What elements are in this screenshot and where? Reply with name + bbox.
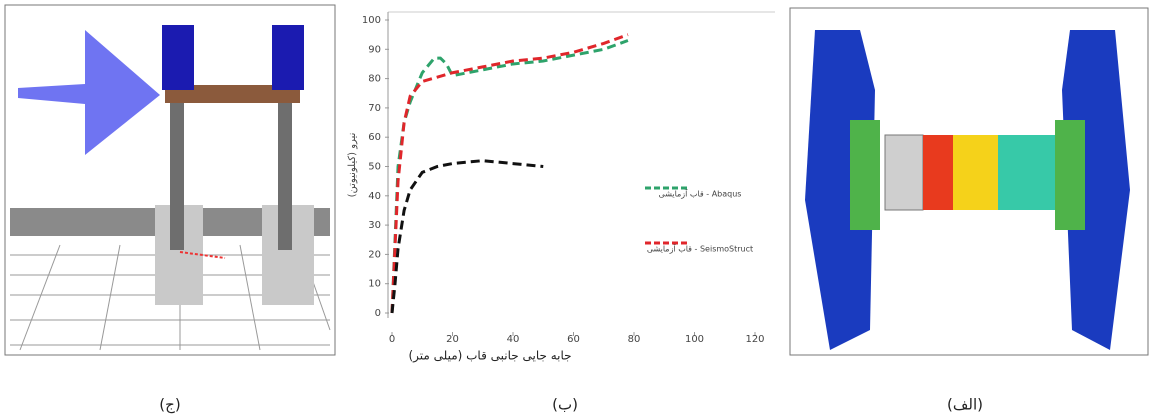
- caption: (ج): [159, 396, 180, 415]
- x-axis-label: جابه جایی جانبی قاب (میلی متر): [408, 349, 571, 364]
- fe-part: [885, 135, 923, 210]
- column: [278, 100, 292, 250]
- fe-model-panel: [790, 8, 1148, 355]
- y-tick-label: 20: [368, 249, 381, 260]
- model-3d-panel: [5, 5, 335, 355]
- x-tick-label: 20: [446, 334, 459, 345]
- figure: نیرو (کیلونیوتن) جابه جایی جانبی قاب (می…: [0, 0, 1154, 417]
- y-tick-label: 80: [368, 74, 381, 85]
- x-tick-label: 40: [507, 334, 520, 345]
- legend-label: قاب آزمایشی - SeismoStruct: [647, 244, 753, 254]
- x-tick-label: 0: [389, 334, 395, 345]
- column: [170, 100, 184, 250]
- series-line: [392, 161, 543, 313]
- y-tick-label: 60: [368, 132, 381, 143]
- figure-svg: نیرو (کیلونیوتن) جابه جایی جانبی قاب (می…: [0, 0, 1154, 417]
- fe-part: [850, 120, 880, 230]
- y-tick-label: 100: [362, 15, 381, 26]
- y-tick-label: 70: [368, 103, 381, 114]
- x-tick-label: 80: [628, 334, 641, 345]
- fe-part: [923, 135, 953, 210]
- x-tick-label: 120: [745, 334, 764, 345]
- caption: (الف): [947, 396, 983, 414]
- block: [162, 25, 194, 90]
- chart: نیرو (کیلونیوتن) جابه جایی جانبی قاب (می…: [347, 12, 775, 364]
- fe-part: [1055, 120, 1085, 230]
- y-tick-label: 30: [368, 220, 381, 231]
- fe-part: [953, 135, 998, 210]
- series-line: [392, 35, 628, 313]
- y-axis-label: نیرو (کیلونیوتن): [347, 133, 358, 198]
- x-tick-label: 60: [567, 334, 580, 345]
- y-tick-label: 0: [375, 308, 381, 319]
- x-tick-label: 100: [685, 334, 704, 345]
- y-tick-label: 50: [368, 162, 381, 173]
- fe-part: [998, 135, 1055, 210]
- y-tick-label: 40: [368, 191, 381, 202]
- block: [272, 25, 304, 90]
- y-tick-label: 10: [368, 279, 381, 290]
- caption: (ب): [552, 396, 578, 414]
- y-tick-label: 90: [368, 44, 381, 55]
- legend-label: قاب آزمایشی - Abaqus: [659, 189, 742, 199]
